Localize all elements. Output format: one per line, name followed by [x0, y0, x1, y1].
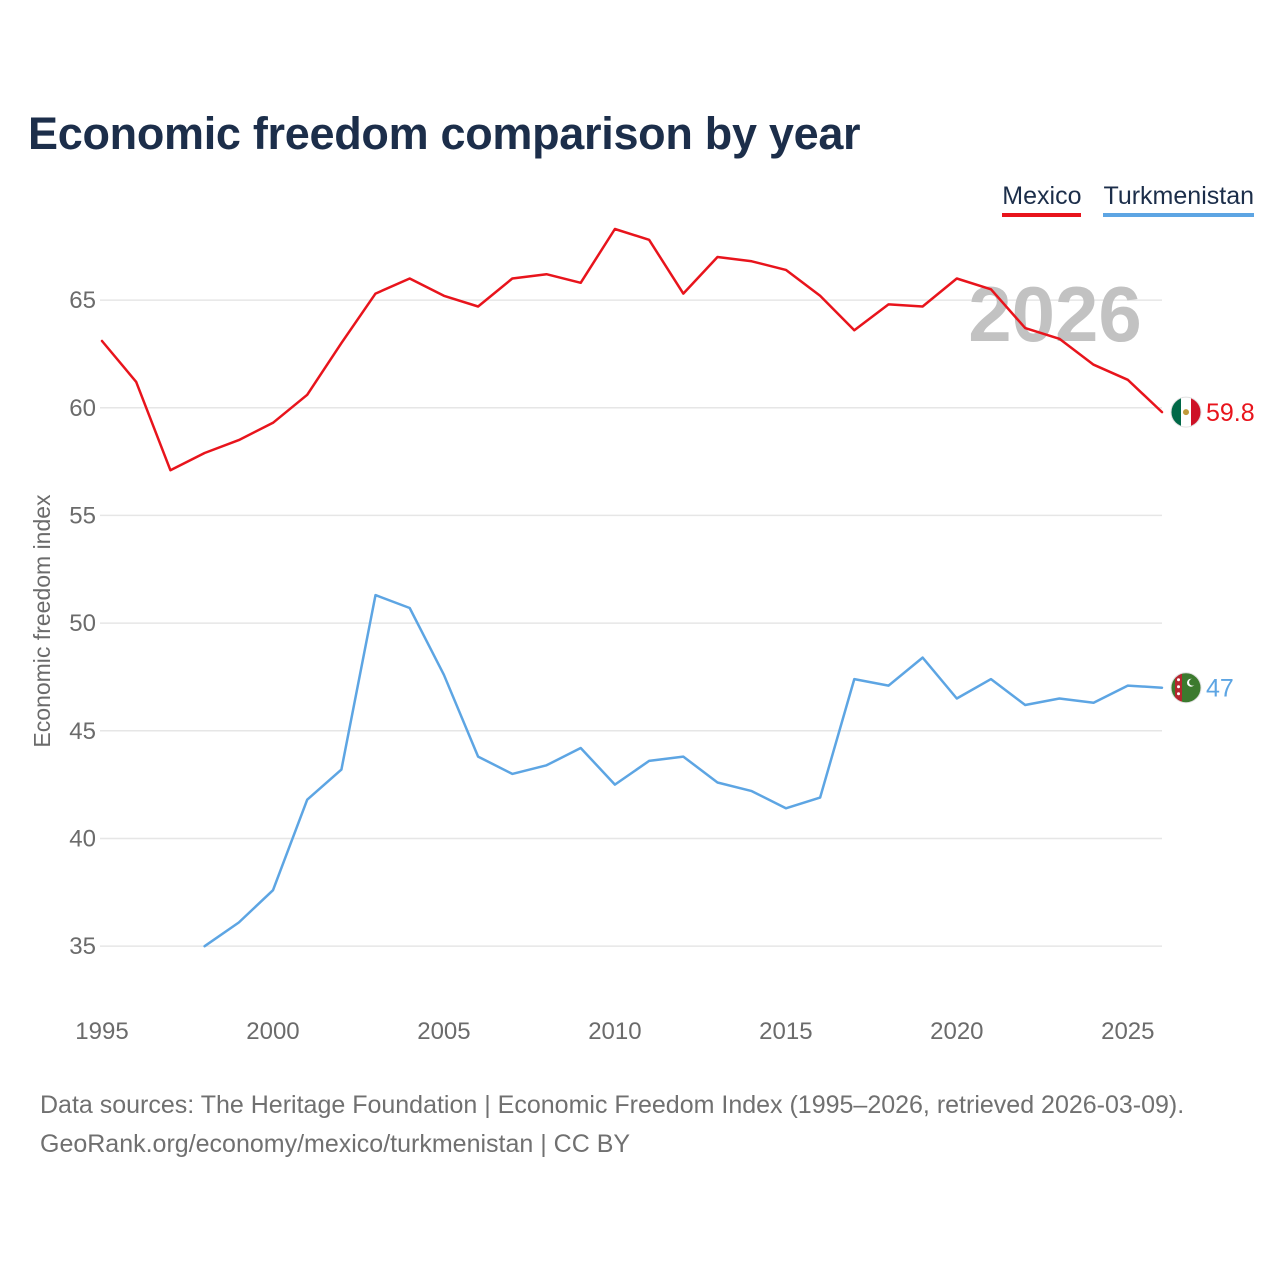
legend-item-turkmenistan[interactable]: Turkmenistan [1103, 182, 1254, 217]
y-tick-label: 65 [69, 287, 96, 314]
x-axis-ticks: 1995 2000 2005 2010 2015 2020 2025 [75, 1018, 1154, 1045]
footer-source: Data sources: The Heritage Foundation | … [40, 1091, 1185, 1119]
y-tick-label: 35 [69, 933, 96, 960]
y-tick-label: 50 [69, 610, 96, 637]
legend: Mexico Turkmenistan [1002, 182, 1254, 217]
end-label-turkmenistan: 47 [1206, 675, 1234, 703]
chart-title: Economic freedom comparison by year [28, 108, 861, 159]
footer: Data sources: The Heritage Foundation | … [40, 1086, 1184, 1164]
year-indicator: 2026 [968, 270, 1142, 358]
footer-credit[interactable]: GeoRank.org/economy/mexico/turkmenistan … [40, 1130, 631, 1158]
y-axis-ticks: 35 40 45 50 55 60 65 [69, 287, 96, 960]
y-tick-label: 55 [69, 502, 96, 529]
x-tick-label: 2005 [417, 1018, 470, 1045]
y-tick-label: 40 [69, 825, 96, 852]
x-tick-label: 2000 [246, 1018, 299, 1045]
series-lines [100, 227, 1164, 948]
x-tick-label: 1995 [75, 1018, 128, 1045]
line-chart: 35 40 45 50 55 60 65 1995 2000 2005 2010 2015 2020 2… [29, 227, 1255, 1045]
y-tick-label: 60 [69, 395, 96, 422]
mexico-flag-icon [1170, 396, 1202, 428]
x-tick-label: 2015 [759, 1018, 812, 1045]
turkmenistan-flag-icon [1170, 672, 1202, 704]
end-label-mexico: 59.8 [1206, 399, 1255, 427]
y-tick-label: 45 [69, 718, 96, 745]
x-tick-label: 2025 [1101, 1018, 1154, 1045]
series-line-turkmenistan[interactable] [203, 593, 1164, 948]
series-line-mexico[interactable] [100, 227, 1164, 472]
y-axis-title: Economic freedom index [29, 494, 55, 748]
legend-item-mexico[interactable]: Mexico [1002, 182, 1082, 217]
gridlines [100, 299, 1162, 947]
x-tick-label: 2010 [588, 1018, 641, 1045]
x-tick-label: 2020 [930, 1018, 983, 1045]
